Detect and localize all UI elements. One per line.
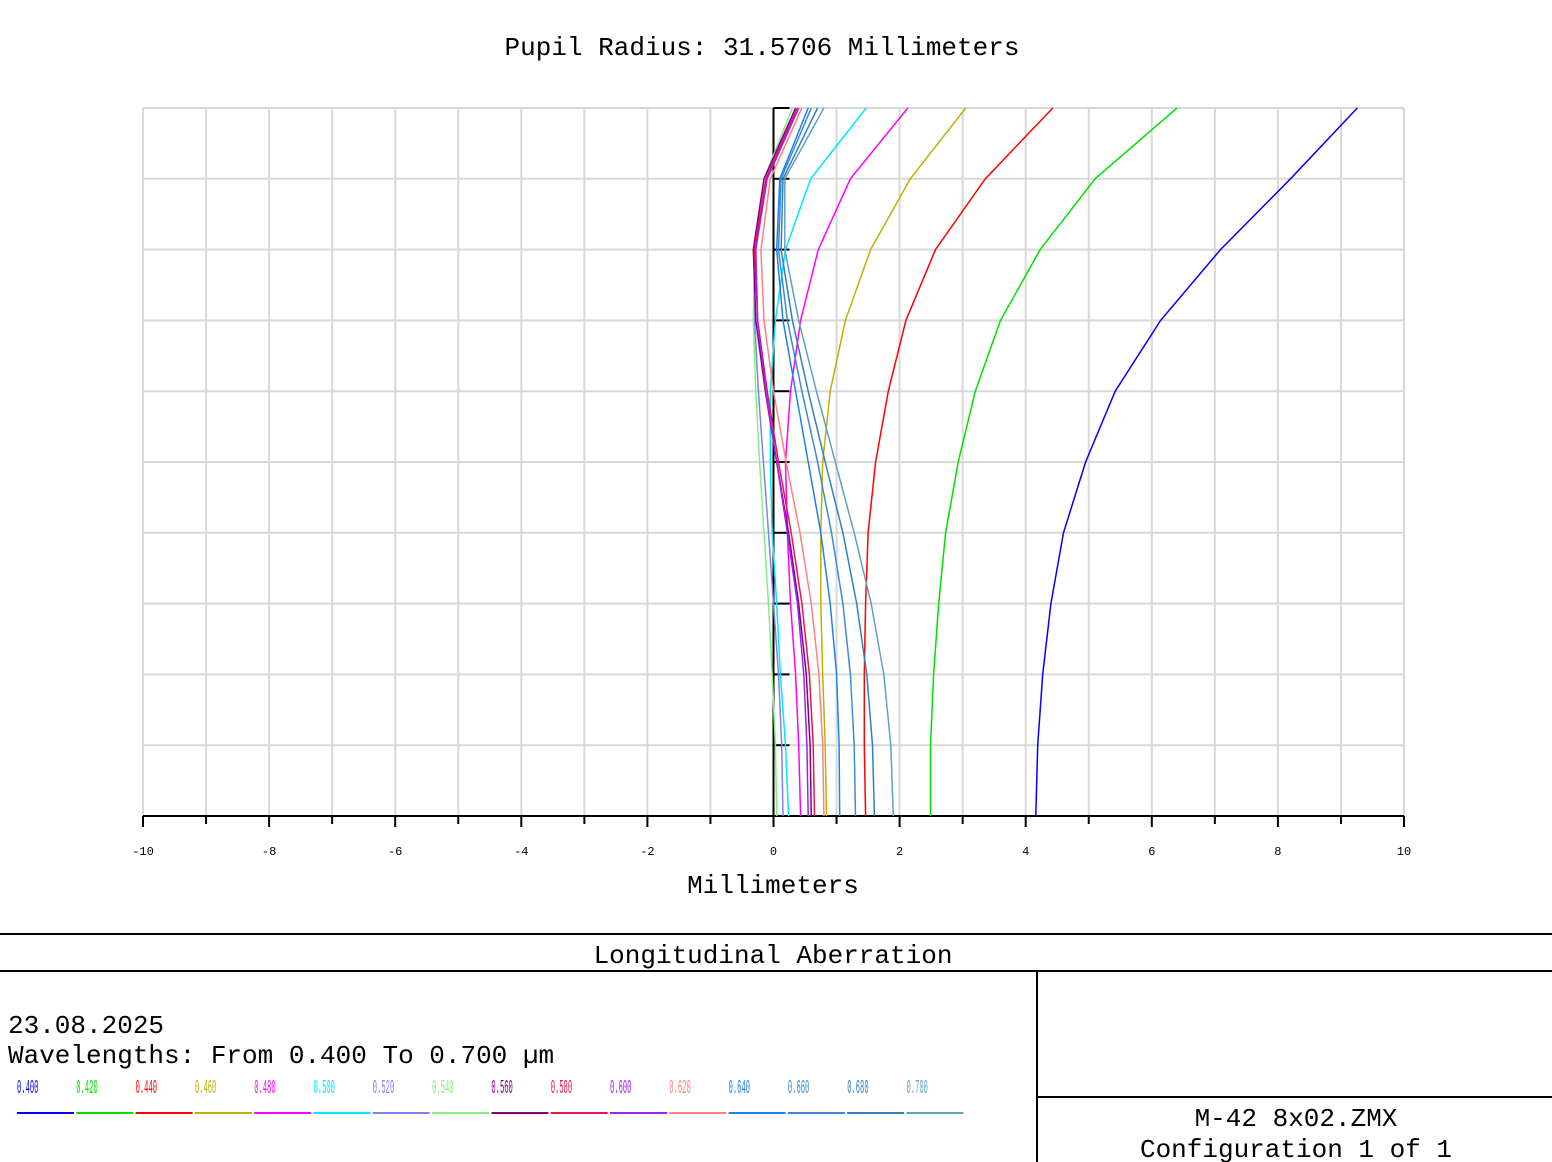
aberration-curve <box>820 107 967 817</box>
x-tick-label: -4 <box>514 845 528 859</box>
x-tick-label: 2 <box>896 845 903 859</box>
aberration-curve <box>769 107 867 817</box>
x-tick-label: 4 <box>1022 845 1029 859</box>
footer-frame <box>0 933 1552 1162</box>
aberration-curve <box>753 107 816 817</box>
x-tick-label: -8 <box>262 845 276 859</box>
legend-label: 0.600 <box>610 1079 631 1100</box>
x-tick-label: 8 <box>1274 845 1281 859</box>
legend-label: 0.700 <box>907 1079 928 1100</box>
date: 23.08.2025 <box>8 1011 164 1041</box>
legend-label: 0.660 <box>788 1079 809 1100</box>
x-axis-label: Millimeters <box>687 871 859 901</box>
aberration-curve <box>1035 107 1358 817</box>
x-tick-label: 0 <box>770 845 777 859</box>
wavelength-range: Wavelengths: From 0.400 To 0.700 µm <box>8 1041 554 1071</box>
aberration-curve <box>929 107 1178 816</box>
x-tick-label: -6 <box>388 845 402 859</box>
legend-label: 0.620 <box>669 1079 690 1100</box>
legend-label: 0.400 <box>17 1079 38 1100</box>
legend-label: 0.420 <box>76 1079 97 1100</box>
x-tick-label: 10 <box>1397 845 1411 859</box>
legend-label: 0.480 <box>254 1079 275 1100</box>
aberration-curve <box>755 107 809 817</box>
legend-label: 0.440 <box>136 1079 157 1100</box>
x-tick-label: 6 <box>1148 845 1155 859</box>
aberration-curve <box>775 107 841 817</box>
legend-label: 0.640 <box>729 1079 750 1100</box>
legend-label: 0.540 <box>432 1079 453 1100</box>
aberration-curve <box>780 107 876 817</box>
legend-label: 0.560 <box>491 1079 512 1100</box>
aberration-curve <box>784 107 895 817</box>
legend-label: 0.460 <box>195 1079 216 1100</box>
aberration-curve <box>760 107 825 817</box>
x-tick-label: -10 <box>132 845 154 859</box>
configuration: Configuration 1 of 1 <box>1140 1135 1452 1162</box>
legend-label: 0.580 <box>551 1079 572 1100</box>
legend-label: 0.500 <box>314 1079 335 1100</box>
file-name: M-42 8x02.ZMX <box>1195 1104 1398 1134</box>
aberration-curve <box>777 107 857 817</box>
legend-label: 0.520 <box>373 1079 394 1100</box>
aberration-curve <box>863 107 1054 817</box>
x-tick-label: -2 <box>640 845 654 859</box>
legend-label: 0.680 <box>847 1079 868 1100</box>
footer-title: Longitudinal Aberration <box>594 941 953 971</box>
chart-title: Pupil Radius: 31.5706 Millimeters <box>505 33 1020 63</box>
